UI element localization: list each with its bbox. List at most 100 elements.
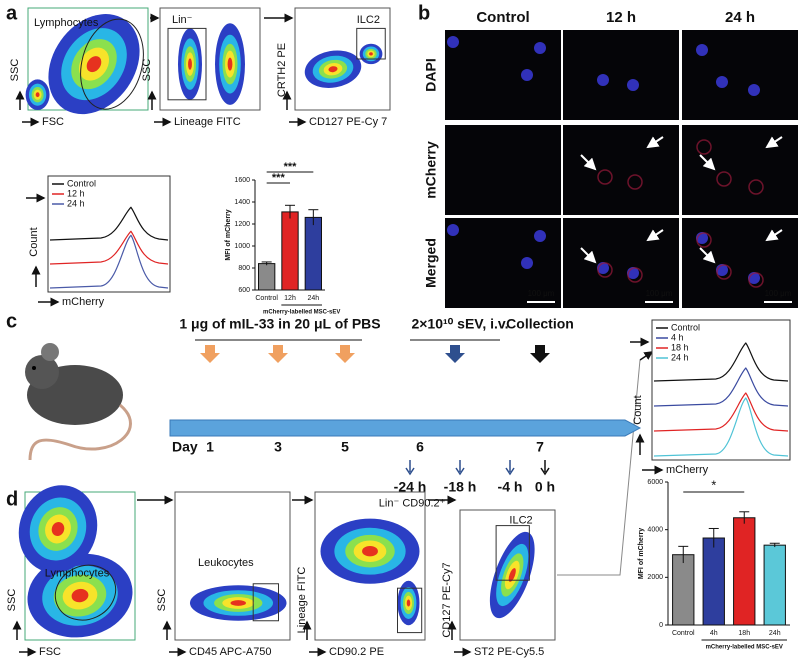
collection-arrow bbox=[530, 345, 550, 363]
arrow bbox=[580, 247, 597, 264]
label: 1 bbox=[206, 439, 214, 455]
label: 4 h bbox=[671, 332, 684, 342]
label: 100 μm bbox=[528, 289, 555, 298]
x-tick-label: 24h bbox=[307, 295, 319, 302]
label: CD45 APC-A750 bbox=[189, 646, 272, 658]
histogram-frame bbox=[651, 319, 791, 461]
label: ILC2 bbox=[357, 14, 380, 26]
nucleus bbox=[534, 42, 546, 54]
histogram-curve bbox=[653, 342, 789, 382]
label: Control bbox=[476, 9, 529, 26]
gate bbox=[54, 564, 117, 621]
mcherry-signal bbox=[627, 174, 643, 190]
x-tick-label: Control bbox=[672, 630, 695, 637]
label: SSC bbox=[6, 589, 18, 612]
y-tick-label: 0 bbox=[659, 622, 663, 629]
label: 12 h bbox=[606, 9, 636, 26]
arrow bbox=[699, 154, 716, 171]
nucleus bbox=[748, 84, 760, 96]
y-tick-label: 2000 bbox=[647, 574, 663, 581]
mcherry-signal bbox=[627, 267, 643, 283]
density bbox=[35, 92, 40, 98]
label: 24 h bbox=[67, 198, 85, 208]
label: Lymphocytes bbox=[45, 567, 110, 579]
label: 100 μm bbox=[646, 289, 673, 298]
label: 2×10¹⁰ sEV, i.v. bbox=[411, 316, 508, 332]
label: *** bbox=[284, 161, 298, 173]
label: * bbox=[711, 477, 716, 492]
label: FSC bbox=[39, 646, 61, 658]
gate bbox=[356, 27, 386, 60]
mcherry-signal bbox=[716, 171, 732, 187]
label: 24 h bbox=[725, 9, 755, 26]
bar bbox=[733, 517, 756, 626]
mcherry-signal bbox=[696, 232, 712, 248]
y-tick-label: 1200 bbox=[234, 221, 250, 228]
arrow bbox=[639, 351, 654, 361]
label: -24 h bbox=[394, 479, 427, 495]
density bbox=[406, 599, 411, 607]
arrow bbox=[580, 154, 597, 171]
label: 1 μg of mIL-33 in 20 μL of PBS bbox=[179, 316, 380, 332]
x-tick-label: 12h bbox=[284, 295, 296, 302]
label: 12 h bbox=[67, 188, 85, 198]
x-tick-label: 24h bbox=[769, 630, 781, 637]
arrow bbox=[646, 136, 664, 149]
nucleus bbox=[521, 69, 533, 81]
nucleus bbox=[447, 224, 459, 236]
bar bbox=[672, 554, 695, 626]
histogram-curve bbox=[653, 367, 789, 407]
density bbox=[71, 588, 89, 603]
label: Leukocytes bbox=[198, 557, 254, 569]
label: Lymphocytes bbox=[34, 17, 99, 29]
label: mCherry bbox=[666, 464, 709, 476]
x-tick-label: 18h bbox=[738, 630, 750, 637]
label: 7 bbox=[536, 439, 544, 455]
label: a bbox=[6, 2, 18, 24]
arrow bbox=[699, 247, 716, 264]
density bbox=[362, 545, 378, 557]
nucleus bbox=[696, 44, 708, 56]
label: -18 h bbox=[444, 479, 477, 495]
density bbox=[230, 600, 246, 606]
bar bbox=[258, 263, 276, 291]
label: 5 bbox=[341, 439, 349, 455]
label: Lineage FITC bbox=[174, 116, 241, 128]
bar bbox=[702, 537, 725, 626]
micrograph bbox=[682, 30, 798, 120]
density bbox=[369, 52, 373, 56]
label: mCherry bbox=[62, 296, 105, 308]
mouse-eye bbox=[32, 366, 36, 370]
label: -4 h bbox=[498, 479, 523, 495]
label: CRTH2 PE bbox=[276, 43, 288, 97]
injection-arrow bbox=[200, 345, 220, 363]
y-tick-label: 1600 bbox=[234, 177, 250, 184]
histogram-curve bbox=[49, 230, 169, 265]
label: *** bbox=[272, 172, 286, 184]
label: SSC bbox=[9, 59, 21, 82]
histogram-curve bbox=[653, 397, 789, 457]
nucleus bbox=[534, 230, 546, 242]
label: Collection bbox=[506, 316, 574, 332]
mcherry-signal bbox=[696, 139, 712, 155]
nucleus bbox=[521, 257, 533, 269]
label: MFI of mCherry bbox=[638, 528, 645, 579]
y-tick-label: 600 bbox=[238, 287, 250, 294]
label: Merged bbox=[423, 238, 439, 288]
density bbox=[188, 58, 192, 70]
mouse-head bbox=[25, 355, 59, 389]
arrow bbox=[765, 229, 783, 242]
mouse-ear bbox=[41, 343, 59, 361]
gate bbox=[495, 525, 530, 581]
bar bbox=[304, 216, 322, 291]
label: d bbox=[6, 488, 18, 510]
density bbox=[86, 56, 102, 73]
arrow bbox=[646, 229, 664, 242]
label: Count bbox=[28, 227, 40, 256]
label: CD90.2 PE bbox=[329, 646, 384, 658]
gate bbox=[80, 18, 144, 110]
gate bbox=[252, 583, 279, 622]
injection-arrow bbox=[445, 345, 465, 363]
label: CD127 PE-Cy7 bbox=[441, 562, 453, 637]
